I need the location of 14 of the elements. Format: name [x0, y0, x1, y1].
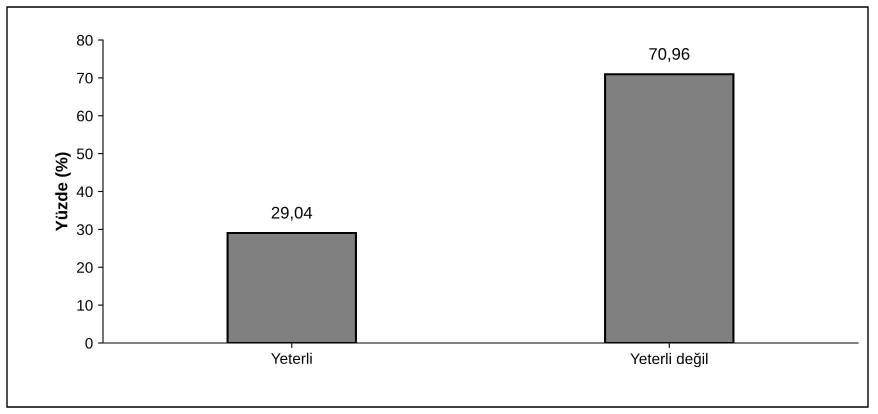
y-tick-label: 50: [76, 148, 93, 160]
y-tick-label: 0: [85, 338, 93, 349]
y-tick-label: 10: [77, 300, 93, 311]
y-axis-title: Yüzde (%): [55, 152, 71, 232]
y-tick-label: 20: [77, 262, 93, 273]
y-tick-label: 80: [76, 34, 93, 46]
x-tick-label: Yeterli değil: [630, 352, 708, 368]
y-tick-label: 40: [76, 186, 93, 198]
x-tick-label: Yeterli: [271, 352, 312, 364]
y-tick-label: 60: [77, 110, 93, 122]
data-label: 70,96: [649, 48, 690, 62]
data-label: 29,04: [272, 206, 312, 221]
y-tick-label: 30: [76, 224, 93, 236]
y-tick-label: 70: [77, 72, 93, 84]
